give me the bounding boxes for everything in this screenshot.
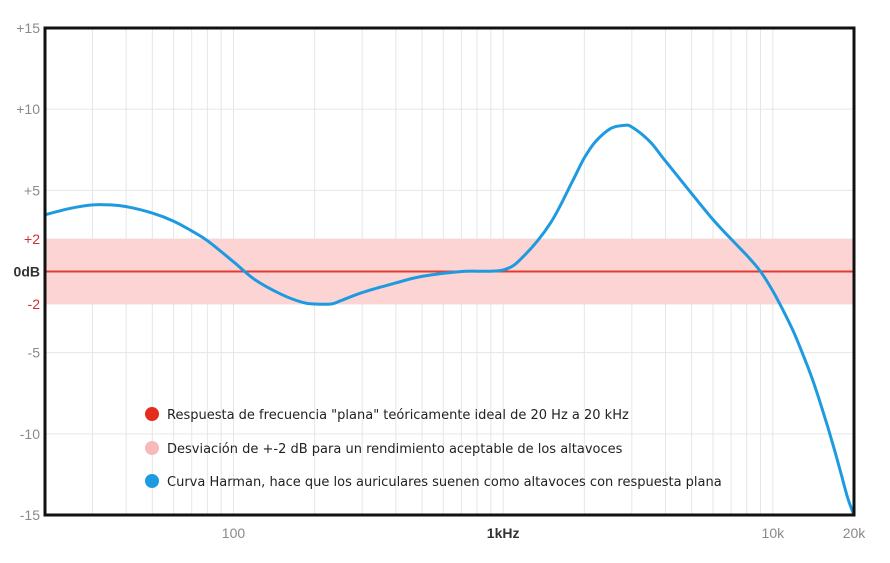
y-tick-label: 0dB [14, 264, 40, 280]
legend-item-harman: Curva Harman, hace que los auriculares s… [145, 474, 722, 490]
y-tick-label: +10 [16, 101, 40, 117]
x-tick-label: 100 [222, 525, 246, 541]
x-tick-label: 10k [762, 525, 786, 541]
y-tick-label: -10 [20, 426, 40, 442]
legend-item-band: Desviación de +-2 dB para un rendimiento… [145, 441, 623, 457]
legend-item-flat: Respuesta de frecuencia "plana" teóricam… [145, 407, 629, 423]
y-tick-label: +2 [24, 231, 40, 247]
y-tick-label: -5 [28, 345, 41, 361]
legend: Respuesta de frecuencia "plana" teóricam… [145, 407, 722, 490]
x-tick-label: 1kHz [487, 525, 520, 541]
legend-label-harman: Curva Harman, hace que los auriculares s… [167, 475, 722, 490]
legend-label-band: Desviación de +-2 dB para un rendimiento… [167, 442, 623, 457]
harman-curve [43, 123, 856, 517]
x-axis-ticks: 100 1kHz 10k 20k [222, 525, 866, 541]
y-tick-label: -2 [28, 296, 41, 312]
y-axis-ticks: +15 +10 +5 +2 0dB -2 -5 -10 -15 [14, 20, 41, 523]
legend-dot-harman [145, 474, 159, 488]
y-tick-label: -15 [20, 507, 40, 523]
y-tick-label: +15 [16, 20, 40, 36]
legend-dot-band [145, 441, 159, 455]
legend-dot-flat [145, 407, 159, 421]
legend-label-flat: Respuesta de frecuencia "plana" teóricam… [167, 408, 629, 423]
plot-frame [43, 26, 856, 517]
x-tick-label: 20k [843, 525, 867, 541]
y-tick-label: +5 [24, 182, 40, 198]
